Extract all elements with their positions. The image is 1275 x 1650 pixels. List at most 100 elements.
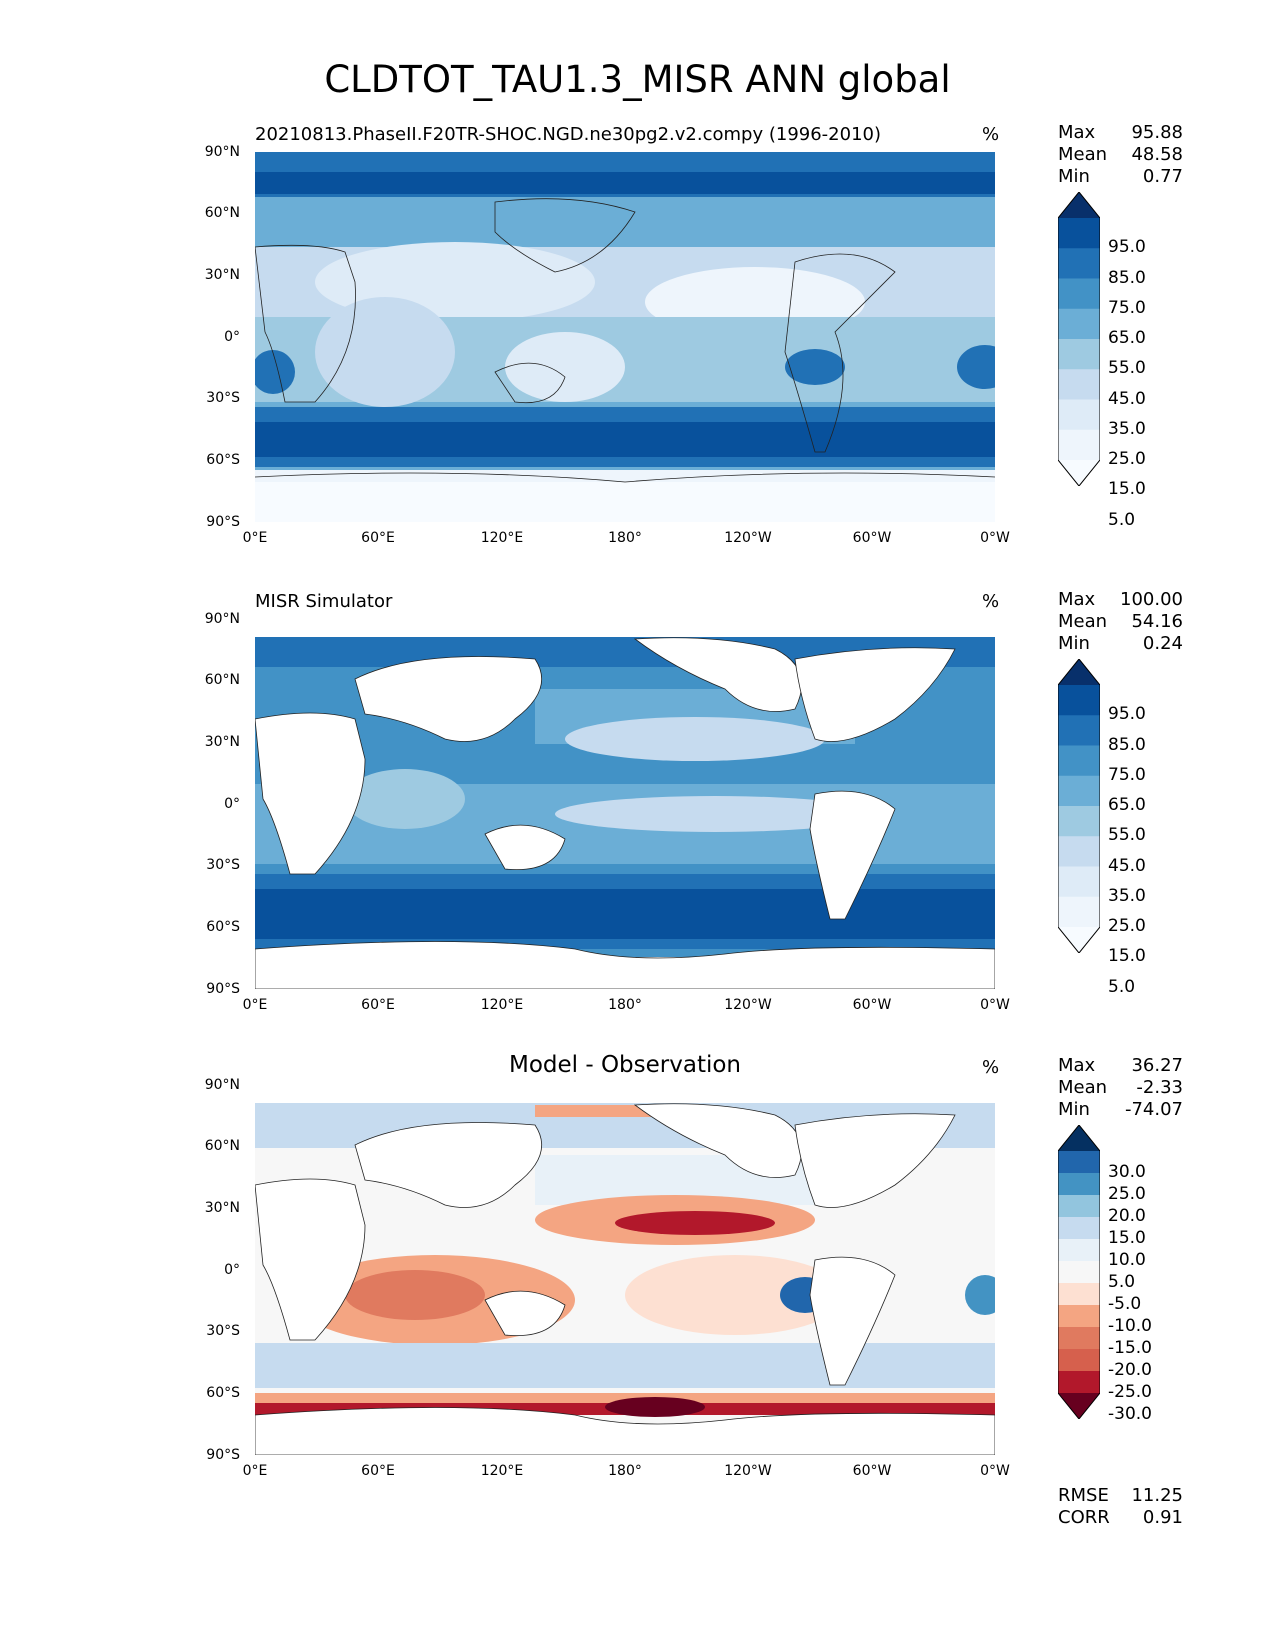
xtick: 180°: [608, 1463, 642, 1479]
colorbar-segment: [1058, 745, 1100, 777]
colorbar-tick-label: 10.0: [1108, 1250, 1146, 1270]
xtick: 60°W: [852, 1463, 892, 1479]
colorbar-tick-label: 30.0: [1108, 1162, 1146, 1182]
colorbar-tick-label: 45.0: [1108, 855, 1146, 876]
colorbar-tick-label: 55.0: [1108, 825, 1146, 846]
colorbar-tick-label: 5.0: [1108, 509, 1136, 530]
ytick: 90°S: [206, 1447, 240, 1463]
colorbar-segment: [1058, 1371, 1100, 1394]
colorbar-segment: [1058, 1327, 1100, 1350]
stat-label: Max: [1058, 122, 1096, 143]
colorbar-segment: [1058, 248, 1100, 279]
colorbar-tick-label: 25.0: [1108, 916, 1146, 936]
colorbar-extend-top: [1058, 192, 1100, 218]
panel-subtitle: Model - Observation: [508, 1052, 742, 1078]
rmse-value: 11.25: [1131, 1485, 1183, 1506]
colorbar-graphic: [1057, 1124, 1101, 1420]
xtick: 60°W: [852, 997, 892, 1013]
colorbar-segment: [1058, 866, 1100, 898]
stat-value: 100.00: [1120, 589, 1183, 610]
colorbar-tick-label: 25.0: [1108, 449, 1146, 469]
colorbar-segment: [1058, 1195, 1100, 1218]
map-model: [255, 152, 995, 522]
stat-label: Mean: [1058, 611, 1108, 632]
xtick: 60°E: [361, 530, 395, 546]
colorbar-tick-label: 15.0: [1108, 479, 1146, 500]
units-label: %: [982, 124, 1000, 145]
xtick: 120°W: [724, 997, 772, 1013]
colorbar-segment: [1058, 806, 1100, 837]
colorbar-tick-label: 35.0: [1108, 885, 1146, 906]
xtick: 0°W: [980, 1463, 1010, 1479]
map-observation: [255, 619, 995, 989]
error-metrics: RMSE 11.25 CORR 0.91: [1058, 1485, 1183, 1529]
colorbar-tick-label: 15.0: [1108, 1228, 1146, 1248]
colorbar-tick-label: -20.0: [1108, 1360, 1152, 1380]
colorbar-segment: [1058, 1217, 1100, 1240]
colorbar-tick-label: 35.0: [1108, 418, 1146, 439]
ytick: 30°N: [204, 734, 240, 750]
colorbar-segment: [1058, 1349, 1100, 1372]
colorbar-segment: [1058, 339, 1100, 370]
ytick: 30°N: [204, 267, 240, 283]
colorbar-segment: [1058, 775, 1100, 807]
colorbar-tick-label: 95.0: [1108, 704, 1146, 725]
colorbar-tick-label: -25.0: [1108, 1382, 1152, 1402]
xtick: 0°W: [980, 530, 1010, 546]
colorbar-tick-label: 25.0: [1108, 1184, 1146, 1204]
ytick: 60°S: [206, 1385, 240, 1401]
xtick: 120°E: [480, 1463, 524, 1479]
ytick: 0°: [224, 329, 240, 345]
stat-value: 95.88: [1131, 122, 1183, 143]
corr-value: 0.91: [1142, 1507, 1183, 1528]
colorbar-tick-label: 75.0: [1108, 764, 1146, 785]
colorbar-extend-top: [1058, 1125, 1100, 1151]
colorbar-segment: [1058, 1261, 1100, 1284]
units-label: %: [982, 591, 1000, 612]
stat-value: 54.16: [1131, 611, 1183, 632]
panel-difference: Model - Observation %: [0, 1052, 1275, 1528]
ytick: 90°S: [206, 514, 240, 530]
stat-value: 0.24: [1142, 633, 1183, 654]
ytick: 90°S: [206, 981, 240, 997]
stat-label: Min: [1058, 166, 1090, 187]
panel-subtitle: MISR Simulator: [255, 591, 393, 612]
colorbar-tick-label: 85.0: [1108, 734, 1146, 755]
colorbar: 95.0 85.0 75.0 65.0 55.0 45.0 35.0 25.0 15.0 5.0: [1057, 658, 1146, 997]
stat-value: 36.27: [1131, 1055, 1183, 1076]
corr-label: CORR: [1058, 1507, 1110, 1528]
ytick: 90°N: [204, 144, 240, 160]
ytick: 60°S: [206, 452, 240, 468]
colorbar-segment: [1058, 1305, 1100, 1328]
colorbar-tick-label: 55.0: [1108, 358, 1146, 379]
stat-label: Mean: [1058, 144, 1108, 165]
colorbar-segment: [1058, 218, 1100, 249]
colorbar-extend-bottom: [1058, 460, 1100, 486]
colorbar-extend-bottom: [1058, 927, 1100, 953]
map-difference: [255, 1085, 995, 1455]
colorbar-tick-label: -30.0: [1108, 1404, 1152, 1424]
colorbar-segment: [1058, 1239, 1100, 1262]
colorbar-graphic: [1057, 191, 1101, 487]
xtick: 120°W: [724, 1463, 772, 1479]
xtick: 120°E: [480, 530, 524, 546]
stat-label: Mean: [1058, 1077, 1108, 1098]
colorbar-segment: [1058, 278, 1100, 310]
ytick: 0°: [224, 796, 240, 812]
xtick: 0°E: [242, 997, 268, 1013]
colorbar-tick-label: 65.0: [1108, 328, 1146, 348]
ytick: 60°N: [204, 205, 240, 221]
colorbar-segment: [1058, 1173, 1100, 1196]
stats-box: Max 95.88 Mean 48.58 Min 0.77: [1058, 122, 1183, 188]
ytick: 30°S: [206, 390, 240, 406]
colorbar-tick-label: 95.0: [1108, 237, 1146, 258]
colorbar-tick-label: -5.0: [1108, 1294, 1142, 1314]
figure-title: CLDTOT_TAU1.3_MISR ANN global: [324, 58, 951, 101]
ytick: 60°S: [206, 919, 240, 935]
stat-label: Max: [1058, 589, 1096, 610]
colorbar-tick-label: 75.0: [1108, 297, 1146, 318]
colorbar-tick-label: 5.0: [1108, 976, 1136, 997]
colorbar: 30.0 25.0 20.0 15.0 10.0 5.0 -5.0 -10.0 -15.0 -20…: [1057, 1124, 1152, 1424]
panel-subtitle: 20210813.PhaseII.F20TR-SHOC.NGD.ne30pg2.…: [255, 124, 882, 145]
stat-label: Min: [1058, 633, 1090, 654]
